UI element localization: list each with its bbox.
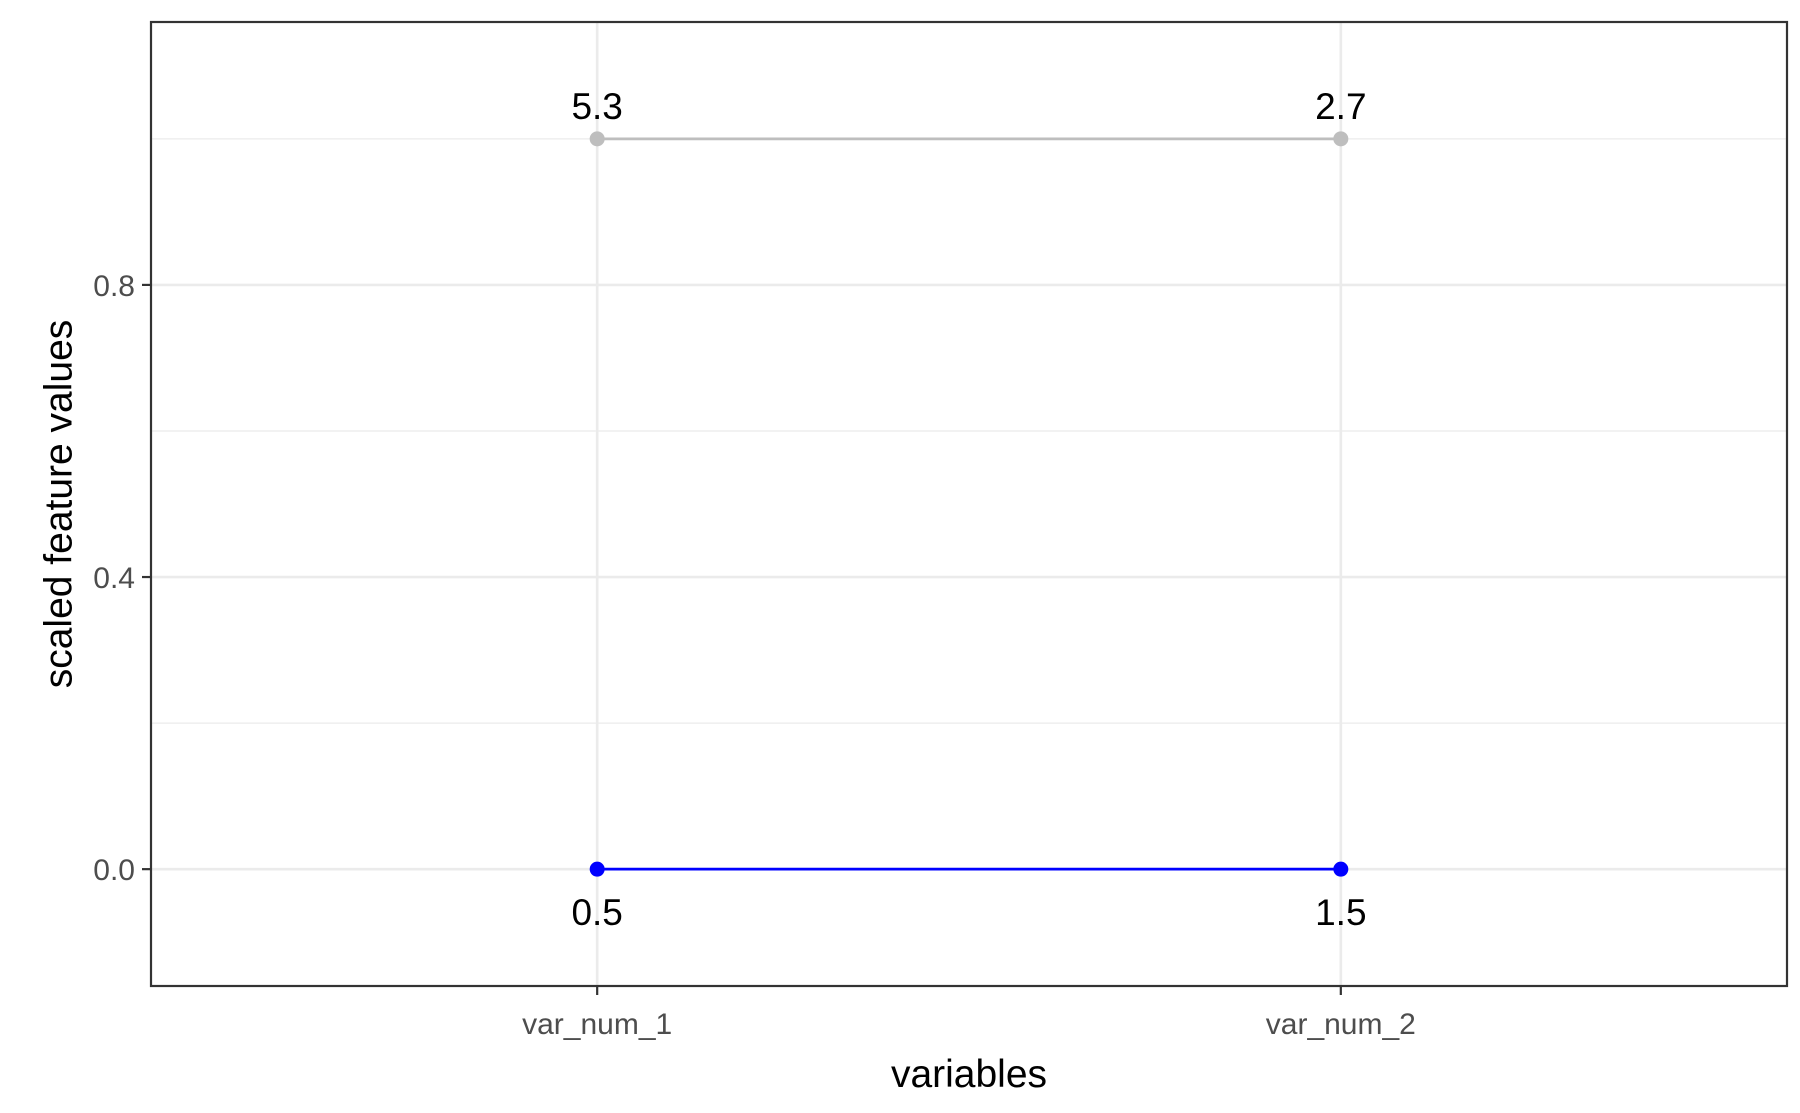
panel-border — [149, 20, 1789, 988]
data-point — [1333, 861, 1349, 877]
data-label: 5.3 — [571, 86, 622, 127]
data-point — [589, 131, 605, 147]
axes: 0.0 0.4 0.8 var_num_1 var_num_2 — [93, 270, 1416, 1041]
data-point — [1333, 131, 1349, 147]
x-tick-label: var_num_1 — [522, 1008, 672, 1041]
data-label: 1.5 — [1315, 892, 1366, 933]
x-axis-title: variables — [891, 1053, 1047, 1096]
series-2: 0.5 1.5 — [571, 861, 1367, 933]
y-axis-title: scaled feature values — [38, 320, 81, 689]
y-tick-label: 0.4 — [93, 562, 135, 595]
y-tick-label: 0.8 — [93, 270, 135, 303]
y-tick-label: 0.0 — [93, 854, 135, 887]
data-point — [589, 861, 605, 877]
series-layer: 5.3 2.7 0.5 1.5 — [571, 86, 1366, 933]
x-tick-label: var_num_2 — [1266, 1008, 1416, 1041]
major-gridlines — [151, 22, 1787, 986]
series-1: 5.3 2.7 — [571, 86, 1367, 147]
data-label: 0.5 — [571, 892, 622, 933]
data-label: 2.7 — [1315, 86, 1366, 127]
